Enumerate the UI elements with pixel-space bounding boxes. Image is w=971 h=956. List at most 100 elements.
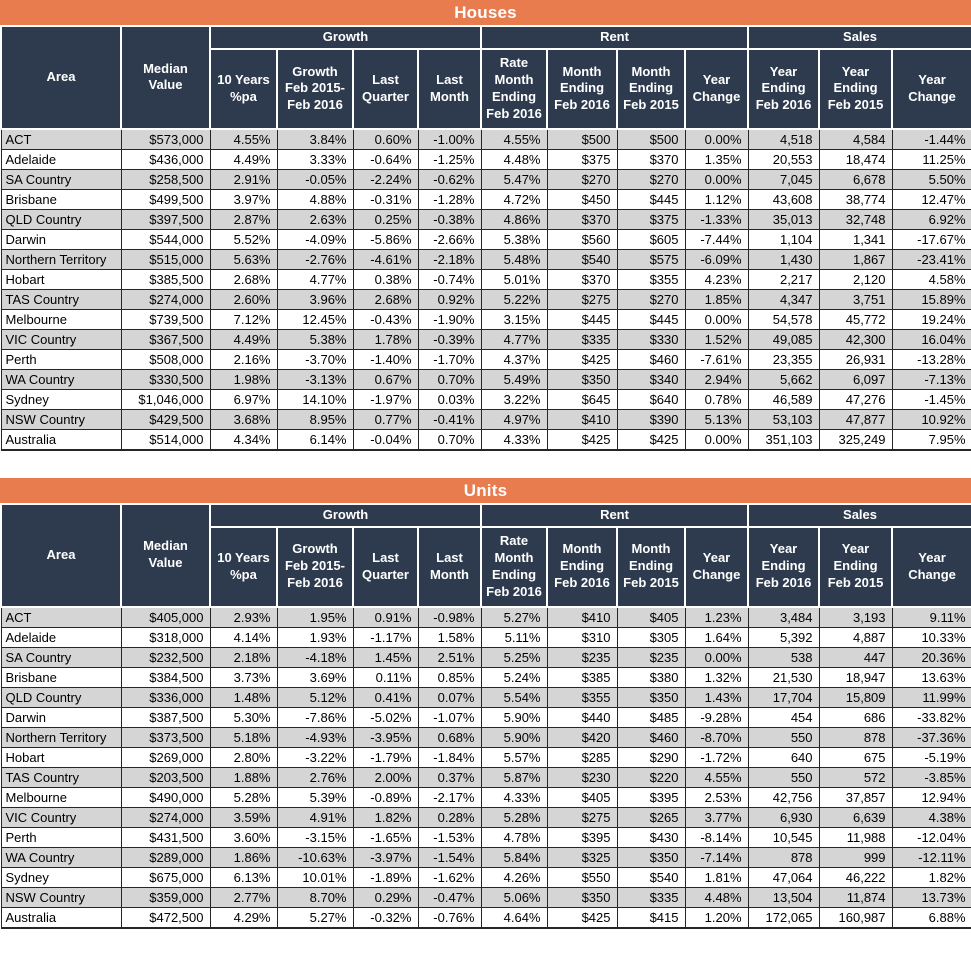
value-cell: 53,103 [747, 408, 820, 430]
value-cell: 0.00% [684, 128, 749, 150]
table-row: Northern Territory $373,500 5.18% -4.93% -3.… [0, 726, 971, 748]
area-cell: NSW Country [0, 886, 122, 908]
value-cell: $330,500 [120, 368, 211, 390]
column-header: Month Ending Feb 2015 [616, 47, 686, 130]
value-cell: 5.22% [480, 288, 548, 310]
value-cell: -1.65% [352, 826, 419, 848]
value-cell: 15.89% [891, 288, 971, 310]
value-cell: $405 [616, 606, 686, 628]
value-cell: 4.78% [480, 826, 548, 848]
table-row: Australia $472,500 4.29% 5.27% -0.32% -0.76% 4… [0, 906, 971, 929]
value-cell: 0.85% [417, 666, 482, 688]
value-cell: 2.60% [209, 288, 278, 310]
value-cell: 2,120 [818, 268, 893, 290]
table-row: Melbourne $739,500 7.12% 12.45% -0.43% -1.90%… [0, 308, 971, 330]
value-cell: -5.19% [891, 746, 971, 768]
value-cell: -1.40% [352, 348, 419, 370]
value-cell: 6.92% [891, 208, 971, 230]
value-cell: 1,104 [747, 228, 820, 250]
value-cell: 2.18% [209, 646, 278, 668]
value-cell: 12.47% [891, 188, 971, 210]
value-cell: 4.58% [891, 268, 971, 290]
value-cell: -3.97% [352, 846, 419, 868]
value-cell: -0.32% [352, 906, 419, 929]
value-cell: 4.72% [480, 188, 548, 210]
value-cell: 12.45% [276, 308, 354, 330]
value-cell: 4.34% [209, 428, 278, 451]
area-cell: Darwin [0, 706, 122, 728]
value-cell: -0.05% [276, 168, 354, 190]
value-cell: 19.24% [891, 308, 971, 330]
value-cell: $274,000 [120, 806, 211, 828]
value-cell: 9.11% [891, 606, 971, 628]
value-cell: $375 [546, 148, 618, 170]
value-cell: $232,500 [120, 646, 211, 668]
area-cell: Darwin [0, 228, 122, 250]
value-cell: -1.72% [684, 746, 749, 768]
value-cell: -5.02% [352, 706, 419, 728]
value-cell: $573,000 [120, 128, 211, 150]
value-cell: $425 [546, 348, 618, 370]
column-header: Year Ending Feb 2015 [818, 525, 894, 608]
value-cell: -7.61% [684, 348, 749, 370]
value-cell: $508,000 [120, 348, 211, 370]
value-cell: 6.14% [276, 428, 354, 451]
area-cell: Sydney [0, 388, 122, 410]
value-cell: $397,500 [120, 208, 211, 230]
value-cell: $335 [616, 886, 686, 908]
column-header: Area [0, 25, 122, 130]
value-cell: 0.70% [417, 368, 482, 390]
value-cell: 43,608 [747, 188, 820, 210]
value-cell: 2.00% [352, 766, 419, 788]
value-cell: 0.07% [417, 686, 482, 708]
value-cell: 38,774 [818, 188, 893, 210]
value-cell: -8.70% [684, 726, 749, 748]
area-cell: TAS Country [0, 288, 122, 310]
value-cell: 5.28% [480, 806, 548, 828]
column-header: Year Ending Feb 2016 [747, 47, 821, 130]
value-cell: $500 [616, 128, 686, 150]
value-cell: 2,217 [747, 268, 820, 290]
value-cell: 1,341 [818, 228, 893, 250]
area-cell: Adelaide [0, 626, 122, 648]
value-cell: $514,000 [120, 428, 211, 451]
column-header: Year Change [683, 525, 750, 608]
column-group-header: Sales [747, 502, 971, 528]
property-market-report: Houses Area Median Value Growth Rent Sales 10… [0, 0, 971, 929]
column-header: Year Change [891, 47, 971, 130]
value-cell: 8.70% [276, 886, 354, 908]
value-cell: 0.68% [417, 726, 482, 748]
table-row: Darwin $544,000 5.52% -4.09% -5.86% -2.66% 5.3… [0, 228, 971, 250]
table-row: VIC Country $367,500 4.49% 5.38% 1.78% -0.39%… [0, 328, 971, 350]
value-cell: 3,751 [818, 288, 893, 310]
value-cell: 325,249 [818, 428, 893, 451]
value-cell: $472,500 [120, 906, 211, 929]
value-cell: $460 [616, 348, 686, 370]
value-cell: 538 [747, 646, 820, 668]
table-row: Northern Territory $515,000 5.63% -2.76% -4.… [0, 248, 971, 270]
value-cell: $415 [616, 906, 686, 929]
value-cell: 0.60% [352, 128, 419, 150]
column-header: Median Value [120, 502, 211, 608]
column-header: Last Quarter [352, 525, 419, 608]
value-cell: $235 [546, 646, 618, 668]
value-cell: 4.77% [276, 268, 354, 290]
value-cell: -0.76% [417, 906, 482, 929]
value-cell: -2.24% [352, 168, 419, 190]
value-cell: -0.31% [352, 188, 419, 210]
houses-title-bar: Houses [0, 0, 971, 25]
table-row: WA Country $289,000 1.86% -10.63% -3.97% -1.5… [0, 846, 971, 868]
value-cell: 2.63% [276, 208, 354, 230]
column-header: Year Change [683, 47, 750, 130]
value-cell: $285 [546, 746, 618, 768]
value-cell: $359,000 [120, 886, 211, 908]
table-row: Darwin $387,500 5.30% -7.86% -5.02% -1.07% 5.9… [0, 706, 971, 728]
value-cell: $310 [546, 626, 618, 648]
table-row: NSW Country $429,500 3.68% 8.95% 0.77% -0.41%… [0, 408, 971, 430]
value-cell: $429,500 [120, 408, 211, 430]
value-cell: $355 [616, 268, 686, 290]
value-cell: 351,103 [747, 428, 820, 451]
value-cell: $370 [546, 268, 618, 290]
column-header: Last Quarter [352, 47, 419, 130]
value-cell: -1.54% [417, 846, 482, 868]
